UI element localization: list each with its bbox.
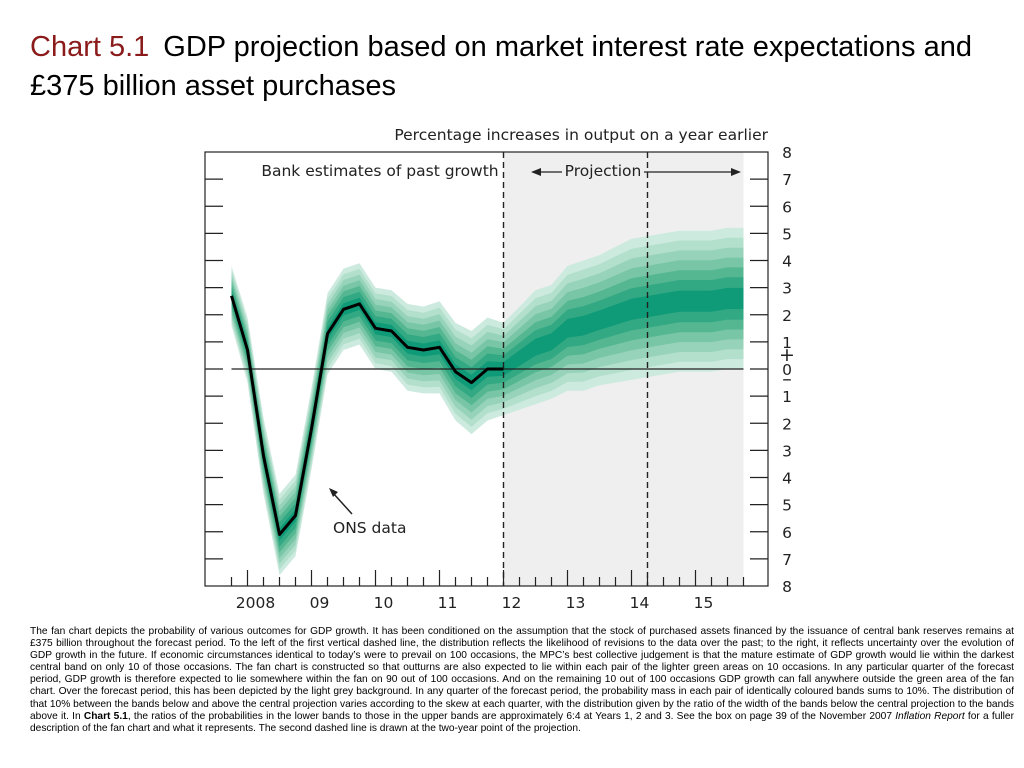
x-tick-label: 10 bbox=[374, 594, 394, 612]
y-tick-label: 7 bbox=[782, 551, 792, 569]
y-tick-label: 4 bbox=[782, 470, 792, 488]
y-tick-label: 3 bbox=[782, 280, 792, 298]
y-tick-label: 6 bbox=[782, 198, 792, 216]
caption-part-1: The fan chart depicts the probability of… bbox=[30, 626, 1014, 722]
left-y-ticks bbox=[205, 178, 223, 560]
ons-pointer-arrow bbox=[332, 492, 353, 515]
chart-number: Chart 5.1 bbox=[30, 31, 150, 63]
x-tick-label: 12 bbox=[502, 594, 522, 612]
y-tick-label: 0 bbox=[782, 361, 792, 379]
y-tick-label: 8 bbox=[782, 578, 792, 596]
y-tick-label: 2 bbox=[782, 415, 792, 433]
ons-data-label: ONS data bbox=[333, 519, 406, 537]
caption-italic-ref: Inflation Report bbox=[895, 710, 965, 722]
minus-sign: – bbox=[782, 368, 792, 390]
chart-title: Chart 5.1 GDP projection based on market … bbox=[30, 28, 990, 106]
x-tick-label: 2008 bbox=[236, 594, 275, 612]
y-tick-label: 5 bbox=[782, 497, 792, 515]
ons-data-line bbox=[230, 295, 504, 536]
y-tick-label: 2 bbox=[782, 307, 792, 325]
ons-pointer-arrowhead bbox=[329, 488, 338, 497]
fan-bands bbox=[231, 227, 744, 576]
x-tick-label: 11 bbox=[438, 594, 458, 612]
caption-part-3: for a fuller description of the fan char… bbox=[30, 710, 1014, 734]
chart-description: The fan chart depicts the probability of… bbox=[30, 626, 1014, 735]
y-tick-label: 3 bbox=[782, 442, 792, 460]
chart-subtitle: Percentage increases in output on a year… bbox=[394, 126, 768, 144]
caption-part-2: , the ratios of the probabilities in the… bbox=[127, 710, 896, 722]
y-tick-label: 4 bbox=[782, 253, 792, 271]
y-tick-label: 6 bbox=[782, 524, 792, 542]
y-tick-labels: 8 7 6 5 4 3 2 1 0 1 2 3 4 5 6 7 8 bbox=[782, 144, 792, 596]
y-tick-label: 5 bbox=[782, 225, 792, 243]
fan-band-5 bbox=[231, 267, 744, 553]
chart-title-text: GDP projection based on market interest … bbox=[30, 31, 972, 102]
y-tick-label: 1 bbox=[782, 388, 792, 406]
projection-arrowhead-left bbox=[531, 168, 541, 176]
x-ticks bbox=[230, 570, 745, 586]
right-y-ticks bbox=[750, 178, 768, 560]
y-tick-label: 7 bbox=[782, 171, 792, 189]
projection-label: Projection bbox=[565, 162, 642, 180]
projection-arrowhead-right bbox=[731, 168, 741, 176]
x-tick-labels: 2008 09 10 11 12 13 14 15 bbox=[236, 594, 714, 612]
x-tick-label: 13 bbox=[566, 594, 586, 612]
plus-sign: + bbox=[779, 344, 795, 366]
x-tick-label: 09 bbox=[310, 594, 330, 612]
y-tick-label: 1 bbox=[782, 334, 792, 352]
y-tick-label: 8 bbox=[782, 144, 792, 162]
caption-bold-ref: Chart 5.1 bbox=[83, 710, 128, 722]
past-growth-label: Bank estimates of past growth bbox=[261, 162, 498, 180]
x-tick-label: 14 bbox=[630, 594, 650, 612]
x-tick-label: 15 bbox=[694, 594, 714, 612]
